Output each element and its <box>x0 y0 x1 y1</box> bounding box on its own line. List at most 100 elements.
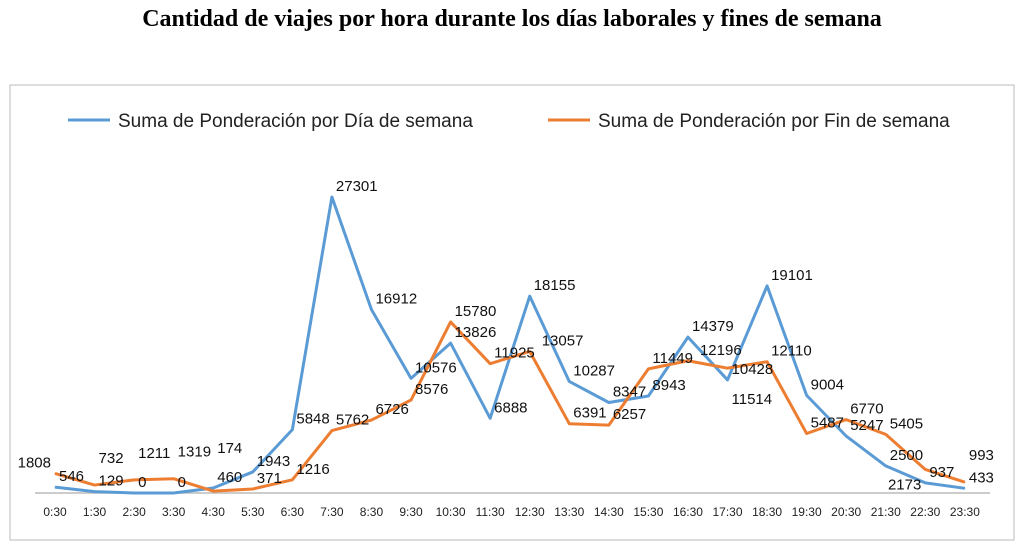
x-tick-label: 15:30 <box>633 505 663 519</box>
data-label: 11514 <box>732 391 773 408</box>
x-tick-label: 22:30 <box>910 505 940 519</box>
data-point <box>212 487 214 489</box>
data-label: 11449 <box>652 350 693 367</box>
data-point <box>94 491 96 493</box>
data-label: 9004 <box>811 376 844 393</box>
legend: Suma de Ponderación por Día de semana Sum… <box>68 111 950 132</box>
data-label: 6770 <box>850 401 883 418</box>
x-tick-label: 2:30 <box>122 505 146 519</box>
data-point <box>568 423 570 425</box>
data-point <box>885 433 887 435</box>
data-label: 18155 <box>534 277 576 294</box>
data-label: 12110 <box>771 343 812 360</box>
data-label: 27301 <box>336 178 378 195</box>
data-label: 6726 <box>375 401 408 418</box>
data-label: 13057 <box>542 332 584 349</box>
data-label: 5405 <box>890 415 923 432</box>
data-label: 6257 <box>613 406 646 423</box>
data-point <box>885 465 887 467</box>
data-point <box>212 490 214 492</box>
x-tick-label: 4:30 <box>202 505 226 519</box>
data-label: 8347 <box>613 384 646 401</box>
data-label: 15780 <box>455 303 497 320</box>
data-point <box>687 336 689 338</box>
x-tick-label: 10:30 <box>436 505 466 519</box>
data-label: 8576 <box>415 381 448 398</box>
data-label: 16912 <box>375 291 417 308</box>
data-point <box>608 402 610 404</box>
data-point <box>647 368 649 370</box>
data-point <box>568 380 570 382</box>
data-point <box>291 429 293 431</box>
data-label: 10576 <box>415 359 457 376</box>
data-point <box>133 492 135 494</box>
data-label: 2500 <box>890 447 923 464</box>
data-label: 10287 <box>573 362 615 379</box>
data-label: 1808 <box>18 454 51 471</box>
data-label: 433 <box>969 469 994 486</box>
data-point <box>173 492 175 494</box>
legend-label: Suma de Ponderación por Día de semana <box>118 111 473 132</box>
data-point <box>54 472 56 474</box>
data-point <box>529 295 531 297</box>
x-tick-label: 7:30 <box>320 505 344 519</box>
data-point <box>964 481 966 483</box>
x-tick-label: 13:30 <box>554 505 584 519</box>
series-line-weekend <box>54 320 966 493</box>
data-point <box>806 394 808 396</box>
data-label: 1216 <box>296 461 329 478</box>
x-tick-label: 5:30 <box>241 505 265 519</box>
data-point <box>924 468 926 470</box>
data-label: 5762 <box>336 412 369 429</box>
x-tick-label: 20:30 <box>831 505 861 519</box>
data-point <box>608 424 610 426</box>
x-tick-label: 18:30 <box>752 505 782 519</box>
data-point <box>845 419 847 421</box>
data-point <box>410 377 412 379</box>
data-point <box>252 471 254 473</box>
x-tick-label: 23:30 <box>950 505 980 519</box>
data-label: 546 <box>59 468 84 485</box>
data-point <box>450 321 452 323</box>
x-tick-label: 8:30 <box>360 505 384 519</box>
data-point <box>647 395 649 397</box>
data-point <box>964 487 966 489</box>
chart-frame <box>9 84 1015 541</box>
data-label: 174 <box>217 440 242 457</box>
data-point <box>54 486 56 488</box>
data-label: 129 <box>99 473 124 490</box>
data-label: 6391 <box>573 405 606 422</box>
data-point <box>529 350 531 352</box>
x-tick-label: 16:30 <box>673 505 703 519</box>
x-tick-label: 14:30 <box>594 505 624 519</box>
data-label: 1319 <box>178 444 211 461</box>
data-point <box>331 196 333 198</box>
data-label: 8943 <box>652 377 685 394</box>
data-point <box>766 361 768 363</box>
data-point <box>489 417 491 419</box>
data-label: 5247 <box>850 417 883 434</box>
data-point <box>94 484 96 486</box>
data-label: 732 <box>99 450 124 467</box>
data-label: 2173 <box>888 476 921 493</box>
data-label: 937 <box>929 464 954 481</box>
data-label: 0 <box>138 474 146 491</box>
data-point <box>687 360 689 362</box>
data-point <box>291 479 293 481</box>
data-label: 6888 <box>494 399 527 416</box>
data-label: 12196 <box>700 342 742 359</box>
x-tick-label: 1:30 <box>83 505 107 519</box>
data-point <box>450 342 452 344</box>
data-label: 371 <box>257 470 282 487</box>
data-label: 5848 <box>296 411 329 428</box>
data-label: 1943 <box>257 453 290 470</box>
data-point <box>173 478 175 480</box>
x-tick-label: 11:30 <box>476 505 505 519</box>
data-point <box>845 435 847 437</box>
data-point <box>766 285 768 287</box>
data-point <box>331 430 333 432</box>
data-label: 19101 <box>771 267 813 284</box>
data-point <box>133 479 135 481</box>
data-point <box>806 433 808 435</box>
